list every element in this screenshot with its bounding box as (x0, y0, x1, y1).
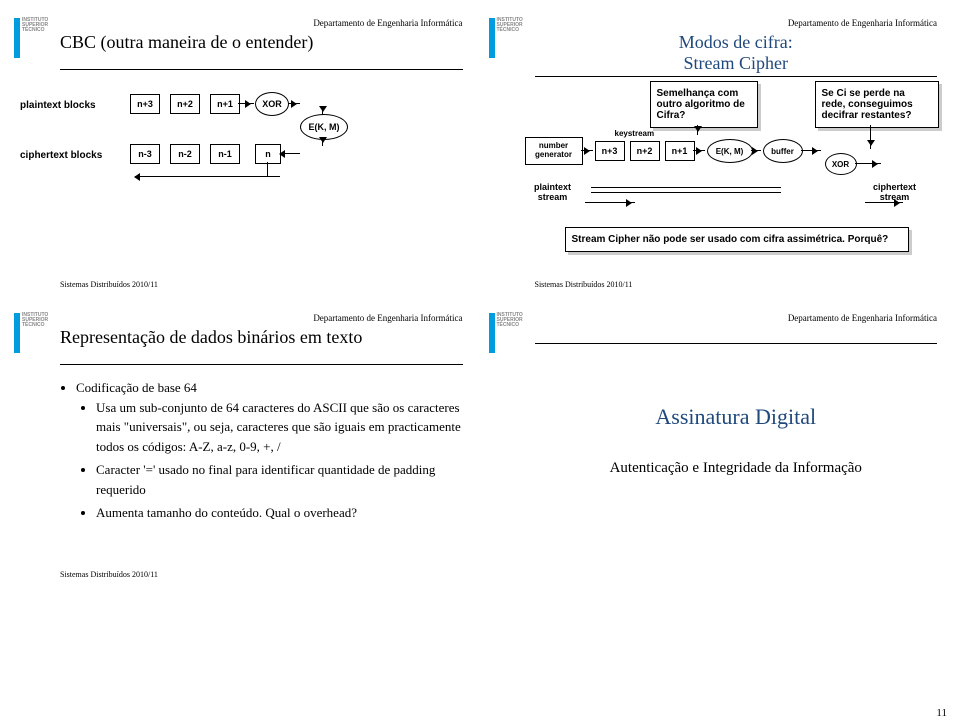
stream-bar (591, 187, 781, 193)
block-n1: n+1 (210, 94, 240, 114)
stream-diagram: Semelhança com outro algoritmo de Cifra?… (535, 87, 938, 287)
divider (60, 69, 463, 70)
footer: Sistemas Distribuídos 2010/11 (535, 280, 633, 289)
ks-n1: n+1 (665, 141, 695, 161)
ist-logo: INSTITUTOSUPERIORTÉCNICO (489, 313, 527, 353)
arrow (322, 138, 323, 146)
dept-label: Departamento de Engenharia Informática (60, 18, 463, 28)
arrow (697, 125, 698, 135)
arrow (581, 150, 593, 151)
note-semelhanca: Semelhança com outro algoritmo de Cifra? (650, 81, 758, 128)
block-n2: n+2 (170, 94, 200, 114)
slide-assinatura: INSTITUTOSUPERIORTÉCNICO Departamento de… (485, 305, 950, 585)
ciphertext-label: ciphertext blocks (20, 150, 102, 161)
ist-logo: INSTITUTOSUPERIORTÉCNICO (489, 18, 527, 58)
footer: Sistemas Distribuídos 2010/11 (60, 570, 158, 579)
ekm-oval: E(K, M) (707, 139, 753, 163)
note-assimetrica: Stream Cipher não pode ser usado com cif… (565, 227, 909, 252)
ks-n3: n+3 (595, 141, 625, 161)
divider (535, 343, 938, 344)
line (267, 162, 268, 176)
block-n3: n+3 (130, 94, 160, 114)
arrow (751, 150, 761, 151)
xor-oval: XOR (255, 92, 289, 116)
ist-logo: INSTITUTOSUPERIORTÉCNICO (14, 313, 52, 353)
arrow (865, 202, 903, 203)
cbc-diagram: plaintext blocks ciphertext blocks n+3 n… (60, 80, 463, 240)
numgen-box: number generator (525, 137, 583, 165)
dept-label: Departamento de Engenharia Informática (60, 313, 463, 323)
divider (60, 364, 463, 365)
subtitle: Autenticação e Integridade da Informação (535, 460, 938, 477)
slide-title: Modos de cifra:Stream Cipher (535, 32, 938, 74)
arrow (238, 103, 254, 104)
footer: Sistemas Distribuídos 2010/11 (60, 280, 158, 289)
plainstream-label: plaintext stream (525, 183, 581, 203)
block-m2: n-2 (170, 144, 200, 164)
sub-bullet: Usa um sub-conjunto de 64 caracteres do … (96, 398, 463, 457)
bullet: Codificação de base 64 Usa um sub-conjun… (76, 378, 463, 523)
dept-label: Departamento de Engenharia Informática (535, 18, 938, 28)
arrow (288, 103, 300, 104)
arrow (855, 163, 881, 164)
plaintext-label: plaintext blocks (20, 100, 96, 111)
arrow (801, 150, 821, 151)
block-m3: n-3 (130, 144, 160, 164)
ks-n2: n+2 (630, 141, 660, 161)
line (135, 176, 267, 177)
main-title: Assinatura Digital (535, 404, 938, 430)
arrow (870, 125, 871, 149)
slide-cbc: INSTITUTOSUPERIORTÉCNICO Departamento de… (10, 10, 475, 295)
block-n: n (255, 144, 281, 164)
dept-label: Departamento de Engenharia Informática (535, 313, 938, 323)
arrow (693, 150, 705, 151)
page-number: 11 (936, 707, 947, 719)
buffer-oval: buffer (763, 139, 803, 163)
slide-stream: INSTITUTOSUPERIORTÉCNICO Departamento de… (485, 10, 950, 295)
sub-bullet: Aumenta tamanho do conteúdo. Qual o over… (96, 503, 463, 523)
bullet-list: Codificação de base 64 Usa um sub-conjun… (60, 378, 463, 523)
xor-oval: XOR (825, 153, 857, 175)
arrow (585, 202, 635, 203)
slide-title: Representação de dados binários em texto (60, 327, 463, 348)
sub-bullet: Caracter '=' usado no final para identif… (96, 460, 463, 499)
slide-title: CBC (outra maneira de o entender) (60, 32, 463, 53)
divider (535, 76, 938, 77)
ist-logo: INSTITUTOSUPERIORTÉCNICO (14, 18, 52, 58)
slide-base64: INSTITUTOSUPERIORTÉCNICO Departamento de… (10, 305, 475, 585)
arrow (280, 153, 300, 154)
block-m1: n-1 (210, 144, 240, 164)
keystream-label: keystream (615, 129, 655, 138)
note-perde: Se Ci se perde na rede, conseguimos deci… (815, 81, 939, 128)
arrow (322, 107, 323, 115)
